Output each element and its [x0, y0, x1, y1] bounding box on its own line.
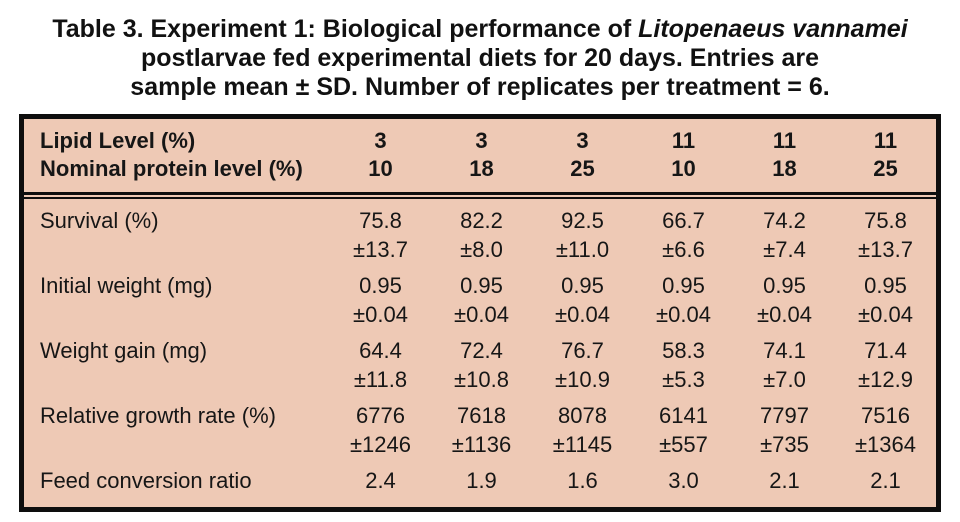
sd-row: ±0.04 ±0.04 ±0.04 ±0.04 ±0.04 ±0.04 [24, 300, 936, 329]
mean-row: Survival (%) 75.8 82.2 92.5 66.7 74.2 75… [24, 206, 936, 235]
row-label: Relative growth rate (%) [40, 403, 276, 428]
species-name-italic: Litopenaeus vannamei [638, 15, 908, 43]
data-cell: 76.7 [561, 338, 604, 363]
data-cell: 8078 [558, 403, 607, 428]
sd-cell: ±10.8 [454, 367, 509, 392]
header-cell: 10 [671, 156, 696, 181]
header-cell: 25 [873, 156, 898, 181]
row-label: Survival (%) [40, 208, 159, 233]
header-cell: 11 [671, 128, 696, 153]
data-cell: 7618 [457, 403, 506, 428]
data-cell: 7516 [861, 403, 910, 428]
sd-cell: ±0.04 [656, 302, 711, 327]
sd-cell: ±557 [659, 432, 708, 457]
data-cell: 0.95 [460, 273, 503, 298]
data-cell: 0.95 [763, 273, 806, 298]
data-cell: 2.1 [769, 468, 800, 493]
data-cell: 58.3 [662, 338, 705, 363]
sd-cell: ±735 [760, 432, 809, 457]
data-cell: 2.1 [870, 468, 901, 493]
data-cell: 75.8 [359, 208, 402, 233]
sd-cell: ±12.9 [858, 367, 913, 392]
header-cell: 10 [368, 156, 393, 181]
sd-cell: ±0.04 [353, 302, 408, 327]
data-table: Lipid Level (%) 3 3 3 11 11 11 Nominal p… [19, 114, 941, 512]
sd-cell: ±11.0 [555, 237, 610, 262]
data-cell: 6141 [659, 403, 708, 428]
row-label: Initial weight (mg) [40, 273, 213, 298]
data-cell: 64.4 [359, 338, 402, 363]
header-cell: 18 [772, 156, 797, 181]
table-row-survival: Survival (%) 75.8 82.2 92.5 66.7 74.2 75… [24, 206, 936, 264]
data-cell: 66.7 [662, 208, 705, 233]
row-label: Feed conversion ratio [40, 468, 252, 493]
sd-cell: ±1145 [552, 432, 613, 457]
data-cell: 0.95 [561, 273, 604, 298]
mean-row: Initial weight (mg) 0.95 0.95 0.95 0.95 … [24, 271, 936, 300]
sd-cell: ±0.04 [555, 302, 610, 327]
table-row-weight-gain: Weight gain (mg) 64.4 72.4 76.7 58.3 74.… [24, 336, 936, 394]
sd-row: ±1246 ±1136 ±1145 ±557 ±735 ±1364 [24, 430, 936, 459]
data-cell: 71.4 [864, 338, 907, 363]
caption-line-3: sample mean ± SD. Number of replicates p… [130, 73, 830, 101]
data-cell: 74.2 [763, 208, 806, 233]
mean-row: Relative growth rate (%) 6776 7618 8078 … [24, 401, 936, 430]
sd-cell: ±7.0 [763, 367, 806, 392]
header-cell: 11 [772, 128, 797, 153]
data-cell: 92.5 [561, 208, 604, 233]
sd-cell: ±1364 [854, 432, 916, 457]
sd-cell: ±13.7 [353, 237, 408, 262]
mean-row: Weight gain (mg) 64.4 72.4 76.7 58.3 74.… [24, 336, 936, 365]
header-row-lipid-level: Lipid Level (%) 3 3 3 11 11 11 [24, 127, 936, 155]
sd-cell: ±8.0 [460, 237, 503, 262]
table-row-relative-growth-rate: Relative growth rate (%) 6776 7618 8078 … [24, 401, 936, 459]
sd-cell: ±1246 [349, 432, 411, 457]
row-label: Nominal protein level (%) [40, 156, 303, 181]
table-row-initial-weight: Initial weight (mg) 0.95 0.95 0.95 0.95 … [24, 271, 936, 329]
caption-line-1-text: Table 3. Experiment 1: Biological perfor… [52, 15, 639, 43]
table-header: Lipid Level (%) 3 3 3 11 11 11 Nominal p… [24, 119, 936, 195]
sd-cell: ±5.3 [662, 367, 705, 392]
data-cell: 1.6 [567, 468, 598, 493]
sd-cell: ±13.7 [858, 237, 913, 262]
mean-row: Feed conversion ratio 2.4 1.9 1.6 3.0 2.… [24, 466, 936, 495]
data-cell: 0.95 [662, 273, 705, 298]
data-cell: 72.4 [460, 338, 503, 363]
header-row-protein-level: Nominal protein level (%) 10 18 25 10 18… [24, 155, 936, 183]
sd-cell: ±1136 [451, 432, 512, 457]
sd-cell: ±6.6 [662, 237, 705, 262]
data-cell: 1.9 [466, 468, 497, 493]
header-cell: 3 [576, 128, 589, 153]
header-cell: 3 [475, 128, 488, 153]
data-cell: 3.0 [668, 468, 699, 493]
sd-cell: ±0.04 [858, 302, 913, 327]
header-cell: 3 [374, 128, 387, 153]
sd-cell: ±7.4 [763, 237, 806, 262]
data-cell: 82.2 [460, 208, 503, 233]
caption-line-1: Table 3. Experiment 1: Biological perfor… [0, 15, 960, 44]
sd-row: ±11.8 ±10.8 ±10.9 ±5.3 ±7.0 ±12.9 [24, 365, 936, 394]
data-cell: 0.95 [864, 273, 907, 298]
sd-cell: ±11.8 [353, 367, 408, 392]
header-cell: 25 [570, 156, 595, 181]
data-cell: 2.4 [365, 468, 396, 493]
header-cell: 18 [469, 156, 494, 181]
sd-cell: ±10.9 [555, 367, 610, 392]
row-label: Weight gain (mg) [40, 338, 208, 363]
row-label: Lipid Level (%) [40, 128, 196, 153]
table-body: Survival (%) 75.8 82.2 92.5 66.7 74.2 75… [24, 197, 936, 507]
sd-cell: ±0.04 [757, 302, 812, 327]
data-cell: 0.95 [359, 273, 402, 298]
table-caption: Table 3. Experiment 1: Biological perfor… [0, 0, 960, 102]
table-row-feed-conversion-ratio: Feed conversion ratio 2.4 1.9 1.6 3.0 2.… [24, 466, 936, 495]
sd-row: ±13.7 ±8.0 ±11.0 ±6.6 ±7.4 ±13.7 [24, 235, 936, 264]
data-cell: 7797 [760, 403, 809, 428]
caption-line-2: postlarvae fed experimental diets for 20… [140, 44, 820, 72]
header-cell: 11 [873, 128, 898, 153]
sd-cell: ±0.04 [454, 302, 509, 327]
data-cell: 6776 [356, 403, 405, 428]
data-cell: 75.8 [864, 208, 907, 233]
data-cell: 74.1 [763, 338, 806, 363]
